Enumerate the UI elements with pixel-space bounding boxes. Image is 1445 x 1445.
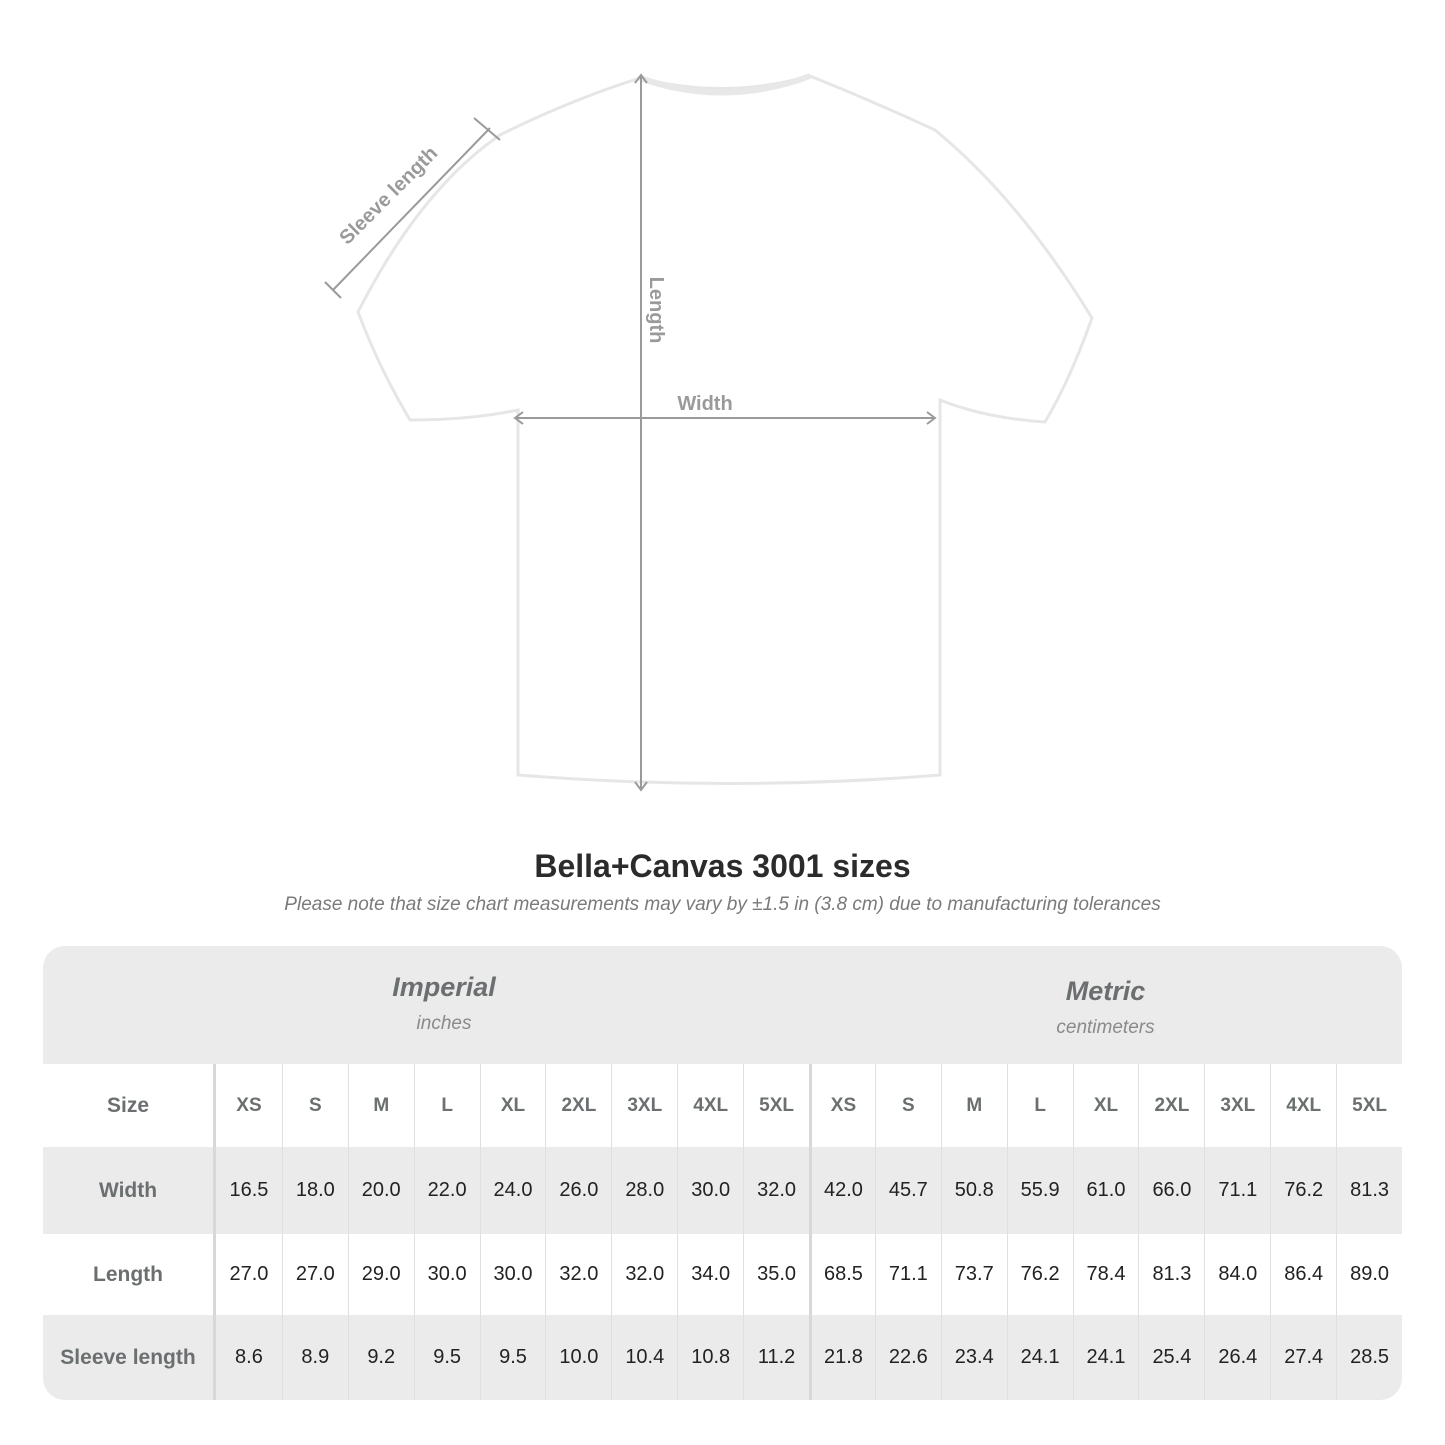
imperial-value-cell: 24.0 xyxy=(479,1147,546,1234)
imperial-title: Imperial xyxy=(392,972,496,1002)
metric-value-cell: 45.7 xyxy=(874,1147,941,1234)
imperial-value-cell: 26.0 xyxy=(545,1147,611,1234)
length-arrow xyxy=(634,73,648,792)
metric-value-cell: 66.0 xyxy=(1138,1147,1204,1234)
imperial-size-header: 4XL xyxy=(677,1064,743,1147)
imperial-size-header: 3XL xyxy=(611,1064,677,1147)
imperial-value-cell: 8.6 xyxy=(235,1346,263,1368)
imperial-value-cell: 9.5 xyxy=(413,1315,480,1400)
tshirt-shape xyxy=(356,74,1094,785)
imperial-value-cell: 18.0 xyxy=(281,1147,348,1234)
imperial-value-cell: 27.0 xyxy=(229,1263,269,1285)
tshirt-diagram: Sleeve length Length Width xyxy=(324,73,1094,792)
width-label: Width xyxy=(677,393,732,415)
length-label: Length xyxy=(645,277,667,344)
imperial-value-cell: 34.0 xyxy=(677,1234,743,1315)
metric-value-cell: 23.4 xyxy=(940,1315,1007,1400)
table-header: Imperial inches Metric centimeters xyxy=(43,946,1402,1064)
metric-size-header: 5XL xyxy=(1336,1064,1402,1147)
metric-value-cell: 61.0 xyxy=(1072,1147,1139,1234)
imperial-value-cell: 22.0 xyxy=(413,1147,480,1234)
metric-size-header: XS xyxy=(809,1064,875,1147)
metric-value-cell: 81.3 xyxy=(1138,1234,1204,1315)
metric-size-header: L xyxy=(1006,1064,1073,1147)
metric-size-header: 3XL xyxy=(1204,1064,1270,1147)
width-arrow xyxy=(513,411,937,425)
metric-size-header: 2XL xyxy=(1138,1064,1204,1147)
metric-value-cell: 21.8 xyxy=(809,1315,875,1400)
size-table: Imperial inches Metric centimeters Size X… xyxy=(43,946,1402,1400)
metric-size-header: M xyxy=(940,1064,1007,1147)
imperial-group: Imperial inches xyxy=(216,972,672,1035)
imperial-value-cell: 28.0 xyxy=(611,1147,677,1234)
imperial-size-header: M xyxy=(347,1064,414,1147)
metric-value-cell: 76.2 xyxy=(1270,1147,1336,1234)
metric-value-cell: 73.7 xyxy=(940,1234,1007,1315)
imperial-value-cell: 10.8 xyxy=(677,1315,743,1400)
metric-value-cell: 71.1 xyxy=(874,1234,941,1315)
imperial-value-cell: 27.0 xyxy=(281,1234,348,1315)
metric-size-header: 4XL xyxy=(1270,1064,1336,1147)
metric-value-cell: 42.0 xyxy=(809,1147,875,1234)
imperial-value-cell: 32.0 xyxy=(611,1234,677,1315)
imperial-value-cell: 35.0 xyxy=(743,1234,809,1315)
metric-value-cell: 71.1 xyxy=(1204,1147,1270,1234)
page-title: Bella+Canvas 3001 sizes xyxy=(534,848,911,884)
imperial-value-cell: 29.0 xyxy=(347,1234,414,1315)
sleeve-arrow xyxy=(324,117,501,299)
imperial-unit: inches xyxy=(416,1013,472,1034)
metric-group: Metric centimeters xyxy=(809,976,1402,1039)
imperial-value-cell: 8.9 xyxy=(281,1315,348,1400)
metric-title: Metric xyxy=(1065,976,1146,1006)
imperial-size-header: L xyxy=(413,1064,480,1147)
imperial-value-cell: 10.4 xyxy=(611,1315,677,1400)
metric-value-cell: 76.2 xyxy=(1006,1234,1073,1315)
imperial-value-cell: 20.0 xyxy=(347,1147,414,1234)
imperial-size-header: 2XL xyxy=(545,1064,611,1147)
metric-value-cell: 24.1 xyxy=(1072,1315,1139,1400)
size-header-row: Size XS S M L XL 2XL 3XL 4XL 5XL XS S M L XL 2XL 3XL 4XL 5… xyxy=(43,1064,1402,1147)
metric-value-cell: 55.9 xyxy=(1006,1147,1073,1234)
imperial-size-header: XL xyxy=(479,1064,546,1147)
imperial-value-cell: 32.0 xyxy=(743,1147,809,1234)
row-label: Width xyxy=(43,1147,216,1234)
metric-value-cell: 22.6 xyxy=(874,1315,941,1400)
tolerance-note: Please note that size chart measurements… xyxy=(284,894,1161,915)
imperial-size-header: XS xyxy=(236,1094,262,1116)
imperial-value-cell: 9.2 xyxy=(347,1315,414,1400)
table-row: Length 27.0 27.0 29.0 30.0 30.0 32.0 32.0 34.0 35… xyxy=(43,1234,1402,1315)
metric-value-cell: 24.1 xyxy=(1006,1315,1073,1400)
metric-value-cell: 81.3 xyxy=(1336,1147,1402,1234)
imperial-value-cell: 16.5 xyxy=(229,1179,269,1201)
table-row: Width 16.5 18.0 20.0 22.0 24.0 26.0 28.0 30.0 32.… xyxy=(43,1147,1402,1234)
metric-size-header: S xyxy=(874,1064,941,1147)
imperial-value-cell: 32.0 xyxy=(545,1234,611,1315)
imperial-value-cell: 30.0 xyxy=(413,1234,480,1315)
metric-value-cell: 89.0 xyxy=(1336,1234,1402,1315)
metric-value-cell: 86.4 xyxy=(1270,1234,1336,1315)
imperial-value-cell: 30.0 xyxy=(677,1147,743,1234)
row-label: Sleeve length xyxy=(43,1315,216,1400)
metric-value-cell: 25.4 xyxy=(1138,1315,1204,1400)
metric-value-cell: 78.4 xyxy=(1072,1234,1139,1315)
imperial-value-cell: 30.0 xyxy=(479,1234,546,1315)
row-label: Size xyxy=(43,1064,216,1147)
metric-value-cell: 50.8 xyxy=(940,1147,1007,1234)
row-label: Length xyxy=(43,1234,216,1315)
imperial-value-cell: 9.5 xyxy=(479,1315,546,1400)
metric-value-cell: 26.4 xyxy=(1204,1315,1270,1400)
imperial-size-header: S xyxy=(281,1064,348,1147)
metric-size-header: XL xyxy=(1072,1064,1139,1147)
metric-value-cell: 27.4 xyxy=(1270,1315,1336,1400)
imperial-value-cell: 11.2 xyxy=(743,1315,809,1400)
metric-value-cell: 84.0 xyxy=(1204,1234,1270,1315)
metric-unit: centimeters xyxy=(1056,1017,1155,1038)
metric-value-cell: 28.5 xyxy=(1336,1315,1402,1400)
table-row: Sleeve length 8.6 8.9 9.2 9.5 9.5 10.0 10.4 10.8… xyxy=(43,1315,1402,1400)
collar xyxy=(639,73,812,96)
metric-value-cell: 68.5 xyxy=(809,1234,875,1315)
imperial-value-cell: 10.0 xyxy=(545,1315,611,1400)
imperial-size-header: 5XL xyxy=(743,1064,809,1147)
